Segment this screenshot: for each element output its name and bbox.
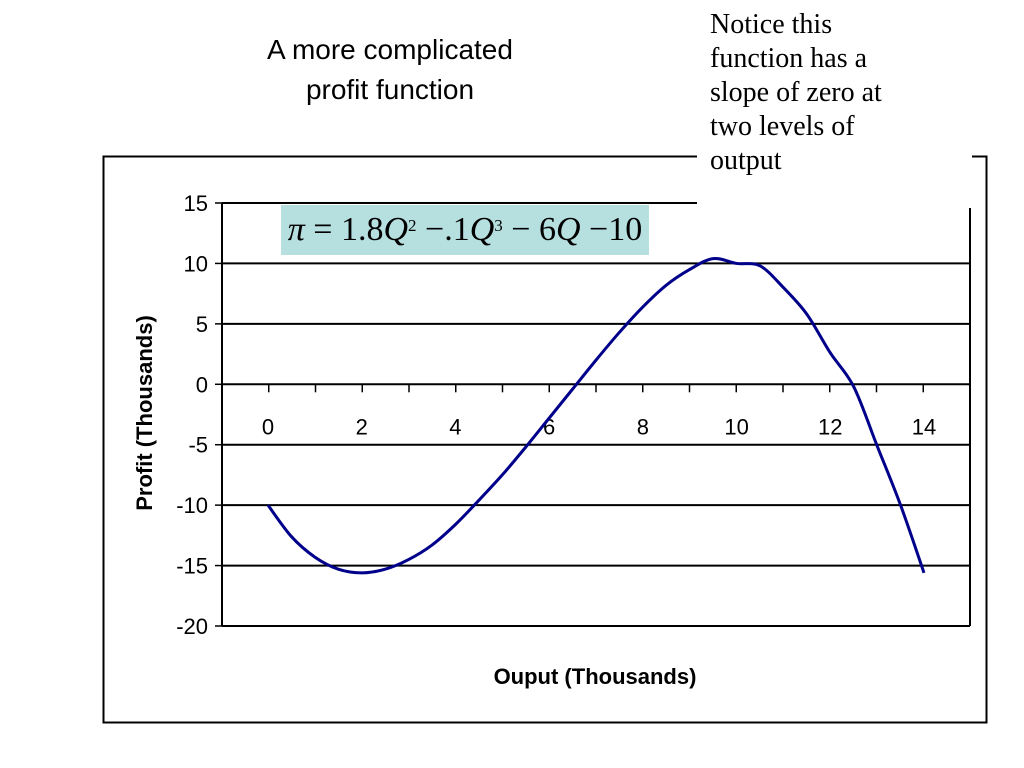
note-line-3: slope of zero at bbox=[710, 77, 882, 108]
note-line-5: output bbox=[710, 145, 782, 176]
y-tick-label--5: -5 bbox=[188, 433, 208, 458]
slide-title-line-2: profit function bbox=[305, 74, 475, 105]
x-tick-label-4: 4 bbox=[449, 414, 461, 439]
eq-constant: 10 bbox=[608, 211, 643, 248]
eq-e2: 3 bbox=[494, 216, 503, 235]
axes bbox=[215, 202, 971, 627]
y-tick-labels: 15 10 5 0 -5 -10 -15 -20 bbox=[176, 191, 208, 639]
x-tick-label-0: 0 bbox=[262, 414, 274, 439]
x-tick-label-2: 2 bbox=[356, 414, 368, 439]
annotation-note: Notice this function has a slope of zero… bbox=[697, 8, 972, 208]
eq-symbol: π bbox=[287, 211, 305, 248]
y-axis-label: Profit (Thousands) bbox=[132, 315, 157, 511]
y-tick-label--15: -15 bbox=[176, 554, 208, 579]
eq-c1: 1.8 bbox=[340, 211, 384, 248]
x-tick-label-10: 10 bbox=[724, 414, 748, 439]
y-tick-label--10: -10 bbox=[176, 493, 208, 518]
x-tick-label-8: 8 bbox=[637, 414, 649, 439]
y-tick-label-5: 5 bbox=[196, 312, 208, 337]
slide-title: A more complicated profit function bbox=[190, 30, 590, 110]
slide-title-line-1: A more complicated bbox=[267, 34, 513, 65]
x-tick-labels: 0 2 4 6 8 10 12 14 bbox=[262, 414, 936, 439]
y-tick-label-15: 15 bbox=[184, 191, 208, 216]
note-line-1: Notice this bbox=[710, 9, 833, 40]
x-tick-label-12: 12 bbox=[818, 414, 842, 439]
x-tick-label-14: 14 bbox=[912, 414, 936, 439]
eq-c2: .1 bbox=[444, 211, 470, 248]
note-line-2: function has a bbox=[710, 43, 868, 74]
y-tick-label-10: 10 bbox=[184, 251, 208, 276]
eq-e1: 2 bbox=[408, 216, 417, 235]
series-line-0 bbox=[266, 256, 926, 575]
x-axis-label: Ouput (Thousands) bbox=[494, 664, 697, 689]
eq-c3: 6 bbox=[538, 211, 556, 248]
note-line-4: two levels of bbox=[710, 111, 855, 142]
series bbox=[266, 256, 926, 575]
y-tick-label--20: -20 bbox=[176, 614, 208, 639]
y-tick-label-0: 0 bbox=[196, 372, 208, 397]
